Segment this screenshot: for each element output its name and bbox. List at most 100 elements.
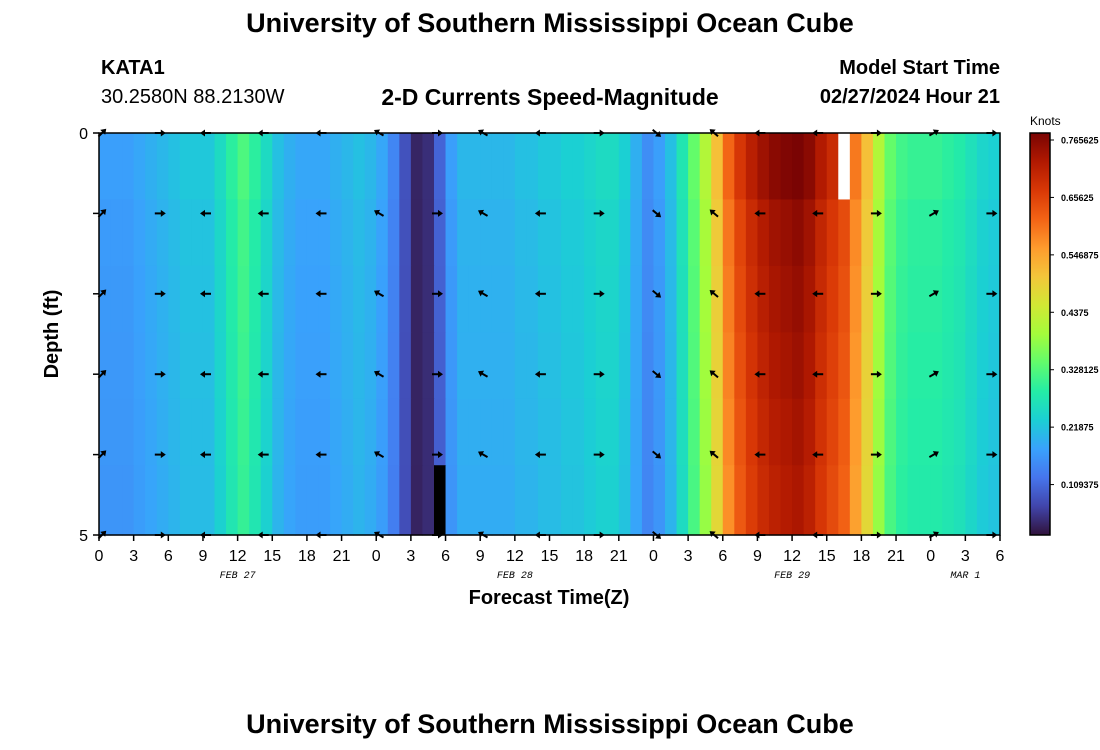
heatmap-cell — [480, 199, 493, 267]
heatmap-cell — [283, 465, 296, 536]
heatmap-cell — [283, 332, 296, 400]
heatmap-cell — [930, 398, 943, 466]
heatmap-cell — [699, 465, 712, 536]
heatmap-cell — [976, 332, 990, 400]
heatmap-cell — [907, 199, 920, 267]
heatmap-cell — [745, 133, 759, 201]
heatmap-cell — [688, 332, 701, 400]
heatmap-cell — [838, 265, 851, 333]
heatmap-cell — [745, 398, 759, 466]
current-arrow — [870, 290, 882, 298]
heatmap-cell — [711, 465, 724, 536]
heatmap-cell — [295, 465, 308, 536]
heatmap-cell — [491, 133, 504, 201]
heatmap-cell — [295, 199, 308, 267]
current-arrow — [812, 209, 824, 217]
heatmap-cell — [884, 199, 897, 267]
heatmap-cell — [318, 332, 331, 400]
heatmap-cell — [330, 398, 343, 466]
heatmap-cell — [722, 465, 735, 536]
heatmap-cell — [595, 265, 608, 333]
heatmap-cell — [676, 398, 689, 466]
heatmap-cell — [283, 199, 296, 267]
date-label: FEB 27 — [220, 571, 256, 582]
heatmap-cell — [607, 199, 620, 267]
current-arrow — [154, 451, 166, 459]
heatmap-cell — [457, 465, 470, 536]
x-tick-label: 0 — [649, 548, 658, 565]
heatmap-cell — [595, 199, 608, 267]
heatmap-cell — [872, 398, 886, 466]
heatmap-cell — [584, 332, 597, 400]
current-arrow — [754, 451, 766, 459]
heatmap-cell — [884, 332, 897, 400]
heatmap-cell — [988, 465, 1001, 536]
current-arrow — [478, 451, 489, 458]
current-arrow — [652, 370, 662, 379]
heatmap-cell — [919, 332, 932, 400]
heatmap-cell — [179, 398, 193, 466]
heatmap-cell — [480, 133, 493, 201]
colorbar: Knots 0.109375 0.21875 0.328125 0.4375 0.546… — [1029, 114, 1099, 536]
heatmap-cell — [584, 265, 597, 333]
heatmap-cell — [491, 465, 504, 536]
heatmap-cell — [584, 465, 597, 536]
heatmap-cell — [341, 398, 354, 466]
heatmap-cell — [110, 265, 123, 333]
heatmap-cell — [965, 265, 978, 333]
heatmap-cell — [826, 133, 839, 201]
heatmap-cell — [757, 199, 770, 267]
current-arrow — [754, 370, 766, 378]
heatmap-cell — [919, 265, 932, 333]
heatmap-cell — [699, 133, 712, 201]
heatmap-cell — [630, 398, 643, 466]
heatmap-cell — [722, 199, 735, 267]
heatmap-cell — [849, 398, 862, 466]
main-title: University of Southern Mississippi Ocean… — [246, 8, 854, 38]
heatmap-cell — [930, 265, 943, 333]
heatmap-cell — [907, 332, 920, 400]
colorbar-tick-label: 0.65625 — [1061, 193, 1094, 203]
heatmap-cell — [376, 133, 389, 201]
heatmap-cell — [468, 199, 481, 267]
heatmap-cell — [272, 199, 285, 267]
current-arrow — [154, 370, 166, 378]
heatmap-cell — [514, 133, 527, 201]
heatmap-cell — [283, 398, 296, 466]
current-arrow — [534, 209, 546, 217]
heatmap-cell — [306, 199, 320, 267]
current-arrow — [986, 290, 998, 298]
heatmap-cell — [815, 265, 828, 333]
heatmap-cell — [861, 398, 874, 466]
heatmap-cell — [803, 398, 816, 466]
heatmap-cell — [630, 332, 643, 400]
current-arrow — [374, 209, 385, 217]
heatmap-cell — [145, 332, 158, 400]
x-tick-label: 3 — [684, 548, 693, 565]
heatmap-cell — [976, 398, 990, 466]
heatmap-cell — [491, 265, 504, 333]
heatmap-cell — [942, 465, 955, 536]
current-arrow — [200, 209, 211, 217]
heatmap-cell — [907, 133, 920, 201]
heatmap-cell — [942, 199, 955, 267]
heatmap-cell — [191, 199, 204, 267]
heatmap-cell — [965, 465, 978, 536]
heatmap-cell — [641, 265, 655, 333]
heatmap-cell — [641, 199, 655, 267]
current-arrow — [154, 209, 166, 217]
heatmap-cell — [156, 199, 169, 267]
heatmap-cell — [491, 199, 504, 267]
heatmap-cell — [387, 332, 400, 400]
heatmap-cell — [711, 265, 724, 333]
heatmap-cell — [503, 398, 516, 466]
heatmap-cell — [122, 465, 135, 536]
heatmap-cell — [422, 465, 435, 536]
heatmap-cell — [988, 199, 1001, 267]
heatmap-cell — [249, 398, 262, 466]
heatmap-cell — [514, 398, 527, 466]
heatmap-cell — [953, 465, 966, 536]
x-tick-label: 15 — [263, 548, 281, 565]
heatmap-cell — [156, 265, 169, 333]
heatmap-cell — [780, 332, 793, 400]
